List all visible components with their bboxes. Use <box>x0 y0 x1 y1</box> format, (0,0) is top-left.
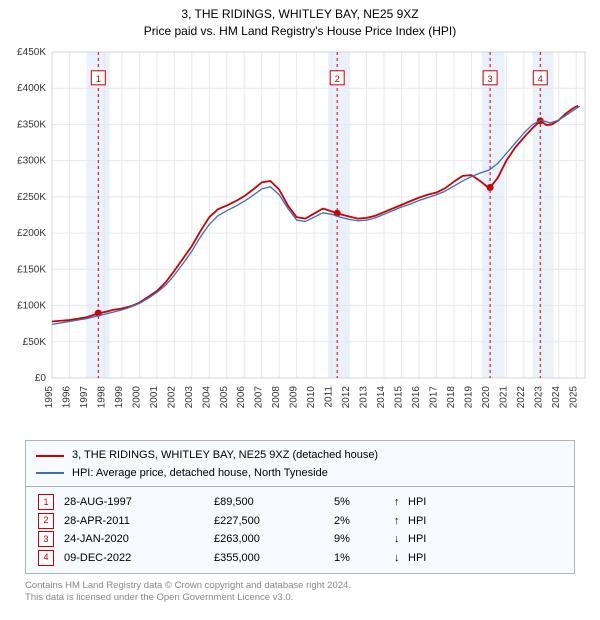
svg-text:2024: 2024 <box>551 386 562 409</box>
event-row: 3 24-JAN-2020£263,0009%↓HPI <box>28 530 572 549</box>
legend-swatch <box>36 472 64 474</box>
legend-item: 3, THE RIDINGS, WHITLEY BAY, NE25 9XZ (d… <box>36 447 564 465</box>
svg-text:£200K: £200K <box>17 228 46 239</box>
svg-text:2010: 2010 <box>306 386 317 409</box>
event-marker: 3 <box>38 531 54 547</box>
svg-text:2016: 2016 <box>411 386 422 409</box>
event-hpi-label: HPI <box>408 531 438 548</box>
svg-text:2019: 2019 <box>463 386 474 409</box>
legend: 3, THE RIDINGS, WHITLEY BAY, NE25 9XZ (d… <box>25 440 575 489</box>
svg-text:1995: 1995 <box>44 386 55 409</box>
event-row: 4 09-DEC-2022£355,0001%↓HPI <box>28 549 572 568</box>
svg-text:2025: 2025 <box>568 386 579 409</box>
svg-text:2013: 2013 <box>359 386 370 409</box>
svg-text:2017: 2017 <box>428 386 439 409</box>
event-price: £263,000 <box>214 531 334 548</box>
svg-text:3: 3 <box>488 74 493 84</box>
svg-text:2003: 2003 <box>184 386 195 409</box>
svg-text:2007: 2007 <box>254 386 265 409</box>
events-table: 128-AUG-1997£89,5005%↑HPI228-APR-2011£22… <box>25 486 575 574</box>
svg-text:1999: 1999 <box>114 386 125 409</box>
svg-text:2023: 2023 <box>533 386 544 409</box>
event-date: 09-DEC-2022 <box>64 550 214 567</box>
arrow-icon: ↑ <box>394 513 408 530</box>
event-diff: 5% <box>334 494 394 511</box>
svg-text:2012: 2012 <box>341 386 352 409</box>
legend-item: HPI: Average price, detached house, Nort… <box>36 465 564 483</box>
svg-text:2011: 2011 <box>324 386 335 408</box>
svg-text:2000: 2000 <box>131 386 142 409</box>
svg-text:2: 2 <box>335 74 340 84</box>
event-diff: 1% <box>334 550 394 567</box>
event-hpi-label: HPI <box>408 494 438 511</box>
svg-text:£350K: £350K <box>17 119 46 130</box>
svg-text:2004: 2004 <box>201 386 212 409</box>
chart-title-block: 3, THE RIDINGS, WHITLEY BAY, NE25 9XZ Pr… <box>0 0 600 40</box>
price-chart: £0 £50K £100K £150K £200K £250K £300K £350K £400… <box>0 44 600 434</box>
event-marker: 1 <box>38 494 54 510</box>
footer-line1: Contains HM Land Registry data © Crown c… <box>25 580 351 592</box>
footer-attribution: Contains HM Land Registry data © Crown c… <box>25 580 351 605</box>
event-row: 1 28-AUG-1997£89,5005%↑HPI <box>28 493 572 512</box>
svg-text:2014: 2014 <box>376 386 387 409</box>
event-date: 24-JAN-2020 <box>64 531 214 548</box>
event-date: 28-APR-2011 <box>64 513 214 530</box>
event-price: £89,500 <box>214 494 334 511</box>
event-diff: 2% <box>334 513 394 530</box>
arrow-icon: ↑ <box>394 494 408 511</box>
chart-title-line1: 3, THE RIDINGS, WHITLEY BAY, NE25 9XZ <box>0 6 600 23</box>
svg-text:£0: £0 <box>35 373 47 384</box>
svg-text:4: 4 <box>538 74 543 84</box>
svg-text:2002: 2002 <box>166 386 177 409</box>
svg-text:2020: 2020 <box>481 386 492 409</box>
legend-label: HPI: Average price, detached house, Nort… <box>72 465 328 483</box>
svg-text:1: 1 <box>96 74 101 84</box>
svg-text:£300K: £300K <box>17 156 46 167</box>
arrow-icon: ↓ <box>394 550 408 567</box>
svg-text:2005: 2005 <box>219 386 230 409</box>
event-marker: 4 <box>38 550 54 566</box>
legend-label: 3, THE RIDINGS, WHITLEY BAY, NE25 9XZ (d… <box>72 447 378 465</box>
event-hpi-label: HPI <box>408 513 438 530</box>
svg-text:2009: 2009 <box>289 386 300 409</box>
svg-text:2022: 2022 <box>516 386 527 409</box>
svg-text:2021: 2021 <box>498 386 509 409</box>
svg-text:2015: 2015 <box>394 386 405 409</box>
event-hpi-label: HPI <box>408 550 438 567</box>
svg-text:2006: 2006 <box>236 386 247 409</box>
svg-text:2001: 2001 <box>149 386 160 409</box>
svg-text:2008: 2008 <box>271 386 282 409</box>
svg-text:1997: 1997 <box>79 386 90 409</box>
svg-text:£100K: £100K <box>17 301 46 312</box>
arrow-icon: ↓ <box>394 531 408 548</box>
event-marker: 2 <box>38 513 54 529</box>
event-price: £355,000 <box>214 550 334 567</box>
legend-swatch <box>36 455 64 457</box>
svg-text:2018: 2018 <box>446 386 457 409</box>
event-diff: 9% <box>334 531 394 548</box>
svg-text:£250K: £250K <box>17 192 46 203</box>
svg-text:£50K: £50K <box>23 337 47 348</box>
svg-text:£150K: £150K <box>17 264 46 275</box>
event-date: 28-AUG-1997 <box>64 494 214 511</box>
event-price: £227,500 <box>214 513 334 530</box>
svg-text:1998: 1998 <box>96 386 107 409</box>
svg-text:£400K: £400K <box>17 83 46 94</box>
chart-title-line2: Price paid vs. HM Land Registry's House … <box>0 23 600 40</box>
footer-line2: This data is licensed under the Open Gov… <box>25 592 351 604</box>
svg-text:1996: 1996 <box>61 386 72 409</box>
event-row: 2 28-APR-2011£227,5002%↑HPI <box>28 512 572 531</box>
svg-text:£450K: £450K <box>17 47 46 58</box>
